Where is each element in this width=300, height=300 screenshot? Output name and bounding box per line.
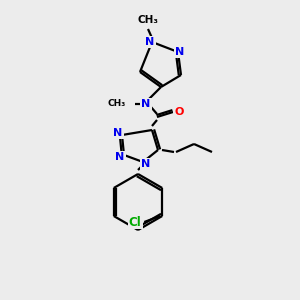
Text: N: N: [176, 47, 184, 57]
Text: N: N: [116, 152, 124, 162]
Text: Cl: Cl: [129, 215, 142, 229]
Text: O: O: [174, 107, 184, 117]
Text: N: N: [146, 37, 154, 47]
Text: CH₃: CH₃: [108, 100, 126, 109]
Text: N: N: [113, 128, 123, 138]
Text: N: N: [141, 99, 151, 109]
Text: CH₃: CH₃: [137, 15, 158, 25]
Text: N: N: [141, 159, 151, 169]
